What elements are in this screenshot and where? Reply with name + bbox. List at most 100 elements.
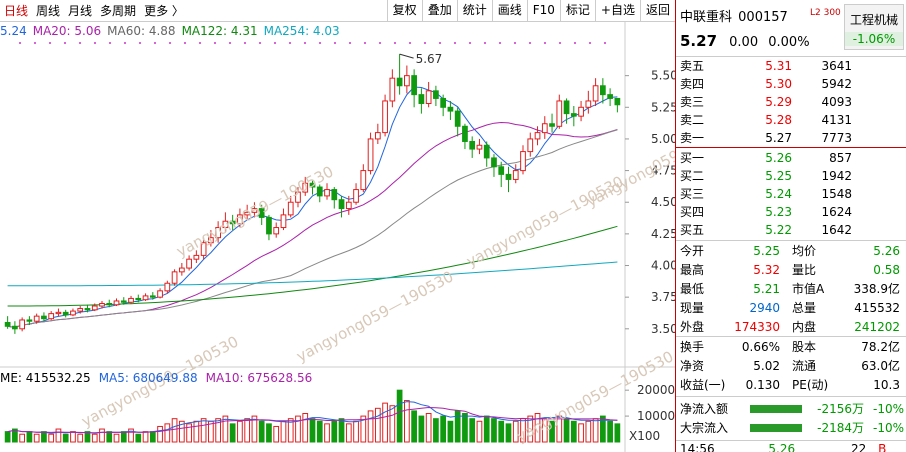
event-marker bbox=[319, 42, 321, 44]
tool-buttons: 复权 叠加 统计 画线 F10 标记 +自选 返回 bbox=[386, 0, 675, 22]
candle-body bbox=[164, 282, 171, 292]
period-tab[interactable]: 多周期 bbox=[100, 4, 137, 18]
level-price: 5.25 bbox=[765, 169, 792, 183]
stock-title: 中联重科 000157 bbox=[680, 6, 788, 25]
stat-label: 市值A bbox=[792, 282, 825, 296]
stock-name: 中联重科 bbox=[680, 10, 733, 25]
volume-bar bbox=[512, 420, 519, 443]
order-book-row[interactable]: 卖一 5.27 7773 bbox=[680, 129, 852, 147]
event-marker bbox=[484, 42, 486, 44]
volume-bar bbox=[33, 433, 40, 443]
event-marker bbox=[559, 42, 561, 44]
y-tick-label: 4.25 bbox=[651, 227, 675, 241]
order-book-row[interactable]: 买三 5.24 1548 bbox=[680, 185, 852, 203]
candle-body bbox=[128, 297, 134, 303]
period-tab[interactable]: 日线 bbox=[4, 4, 29, 18]
volume-bar bbox=[12, 428, 18, 443]
period-tab[interactable]: 更多 〉 bbox=[144, 4, 184, 18]
volume-bar bbox=[244, 418, 251, 443]
volume-bar bbox=[462, 413, 468, 443]
candle-body bbox=[556, 100, 563, 127]
volume-bar bbox=[99, 428, 105, 443]
order-book-row[interactable]: 卖二 5.28 4131 bbox=[680, 111, 852, 129]
event-marker bbox=[19, 42, 21, 44]
order-book-row[interactable]: 买四 5.23 1624 bbox=[680, 203, 852, 221]
candle-body bbox=[62, 311, 69, 316]
candle-body bbox=[570, 113, 577, 117]
tool-button[interactable]: 统计 bbox=[456, 0, 492, 22]
stat-value: 338.9亿 bbox=[853, 282, 900, 296]
event-marker bbox=[109, 42, 111, 44]
event-marker bbox=[79, 42, 81, 44]
candle-body bbox=[251, 208, 258, 213]
volume-bar bbox=[229, 423, 236, 443]
candle-body bbox=[382, 100, 388, 134]
candle-body bbox=[19, 319, 26, 330]
candle-body bbox=[113, 300, 120, 306]
stat-item: 内盘 241202 bbox=[792, 318, 900, 336]
tool-button[interactable]: 叠加 bbox=[421, 0, 457, 22]
period-tab[interactable]: 周线 bbox=[36, 4, 61, 18]
candle-body bbox=[541, 123, 548, 134]
fundamental-label: 换手 bbox=[680, 340, 705, 354]
event-marker bbox=[529, 42, 531, 44]
volume-bar bbox=[338, 418, 345, 443]
volume-bar bbox=[41, 431, 47, 443]
industry-name: 工程机械 bbox=[849, 13, 898, 27]
money-flow-row[interactable]: 大宗流入 -2184万 -10% bbox=[680, 419, 904, 437]
event-marker bbox=[94, 42, 96, 44]
kline-chart[interactable]: 5.24 MA20: 5.06 MA60: 4.88 MA122: 4.31 MA254… bbox=[0, 22, 675, 452]
volume-bar bbox=[491, 418, 497, 443]
candle-body bbox=[607, 94, 613, 99]
volume-bar bbox=[418, 415, 425, 443]
tool-button[interactable]: 复权 bbox=[386, 0, 422, 22]
money-flow-row[interactable]: 净流入额 -2156万 -10% bbox=[680, 400, 904, 418]
quote-panel: 中联重科 000157 L2 300 工程机械 -1.06% 5.27 0.00… bbox=[675, 0, 906, 452]
vol-ma10-line bbox=[7, 406, 618, 434]
volume-bar bbox=[178, 420, 185, 443]
tool-button[interactable]: +自选 bbox=[594, 0, 640, 22]
volume-bar bbox=[476, 420, 483, 443]
candle-body bbox=[193, 254, 200, 260]
tool-button[interactable]: 标记 bbox=[559, 0, 595, 22]
volume-bar bbox=[469, 418, 476, 443]
event-marker bbox=[514, 42, 516, 44]
stat-value: 241202 bbox=[854, 320, 900, 334]
level-label: 卖二 bbox=[680, 113, 705, 127]
stat-item: 量比 0.58 bbox=[792, 261, 900, 279]
flow-pct: -10% bbox=[872, 421, 904, 435]
ma-legend-item: MA60: 4.88 bbox=[107, 24, 176, 38]
candle-body bbox=[614, 97, 621, 106]
volume-bar bbox=[193, 420, 200, 443]
volume-bar bbox=[77, 433, 84, 443]
tool-button[interactable]: 画线 bbox=[491, 0, 527, 22]
order-book-row[interactable]: 买一 5.26 857 bbox=[680, 149, 852, 167]
tool-button[interactable]: F10 bbox=[526, 0, 560, 22]
volume-bar bbox=[585, 420, 592, 443]
candle-body bbox=[244, 211, 251, 216]
order-book-row[interactable]: 买二 5.25 1942 bbox=[680, 167, 852, 185]
stat-item: 总量 415532 bbox=[792, 299, 900, 317]
kline-svg[interactable]: 5.50 5.25 5.00 4.75 4.50 4.25 4.00 3.75 3.50 2000… bbox=[0, 22, 675, 452]
event-marker bbox=[454, 42, 456, 44]
stat-label: 均价 bbox=[792, 244, 817, 258]
order-book-row[interactable]: 卖四 5.30 5942 bbox=[680, 75, 852, 93]
volume-bar bbox=[200, 418, 207, 443]
level-price: 5.31 bbox=[765, 59, 792, 73]
candle-body bbox=[447, 106, 454, 112]
industry-box[interactable]: 工程机械 -1.06% bbox=[844, 4, 904, 50]
tool-button[interactable]: 返回 bbox=[639, 0, 675, 22]
volume-bar bbox=[411, 410, 417, 443]
order-book-row[interactable]: 卖三 5.29 4093 bbox=[680, 93, 852, 111]
y-tick-label: 4.00 bbox=[651, 259, 675, 273]
period-tab[interactable]: 月线 bbox=[68, 4, 93, 18]
volume-bar bbox=[389, 405, 396, 443]
order-book-row[interactable]: 卖五 5.31 3641 bbox=[680, 57, 852, 75]
event-marker bbox=[364, 42, 366, 44]
volume-bar bbox=[309, 418, 316, 443]
stat-value: 2940 bbox=[749, 301, 780, 315]
flow-label: 净流入额 bbox=[680, 402, 729, 416]
volume-bar bbox=[55, 428, 62, 443]
order-book-row[interactable]: 买五 5.22 1642 bbox=[680, 221, 852, 239]
